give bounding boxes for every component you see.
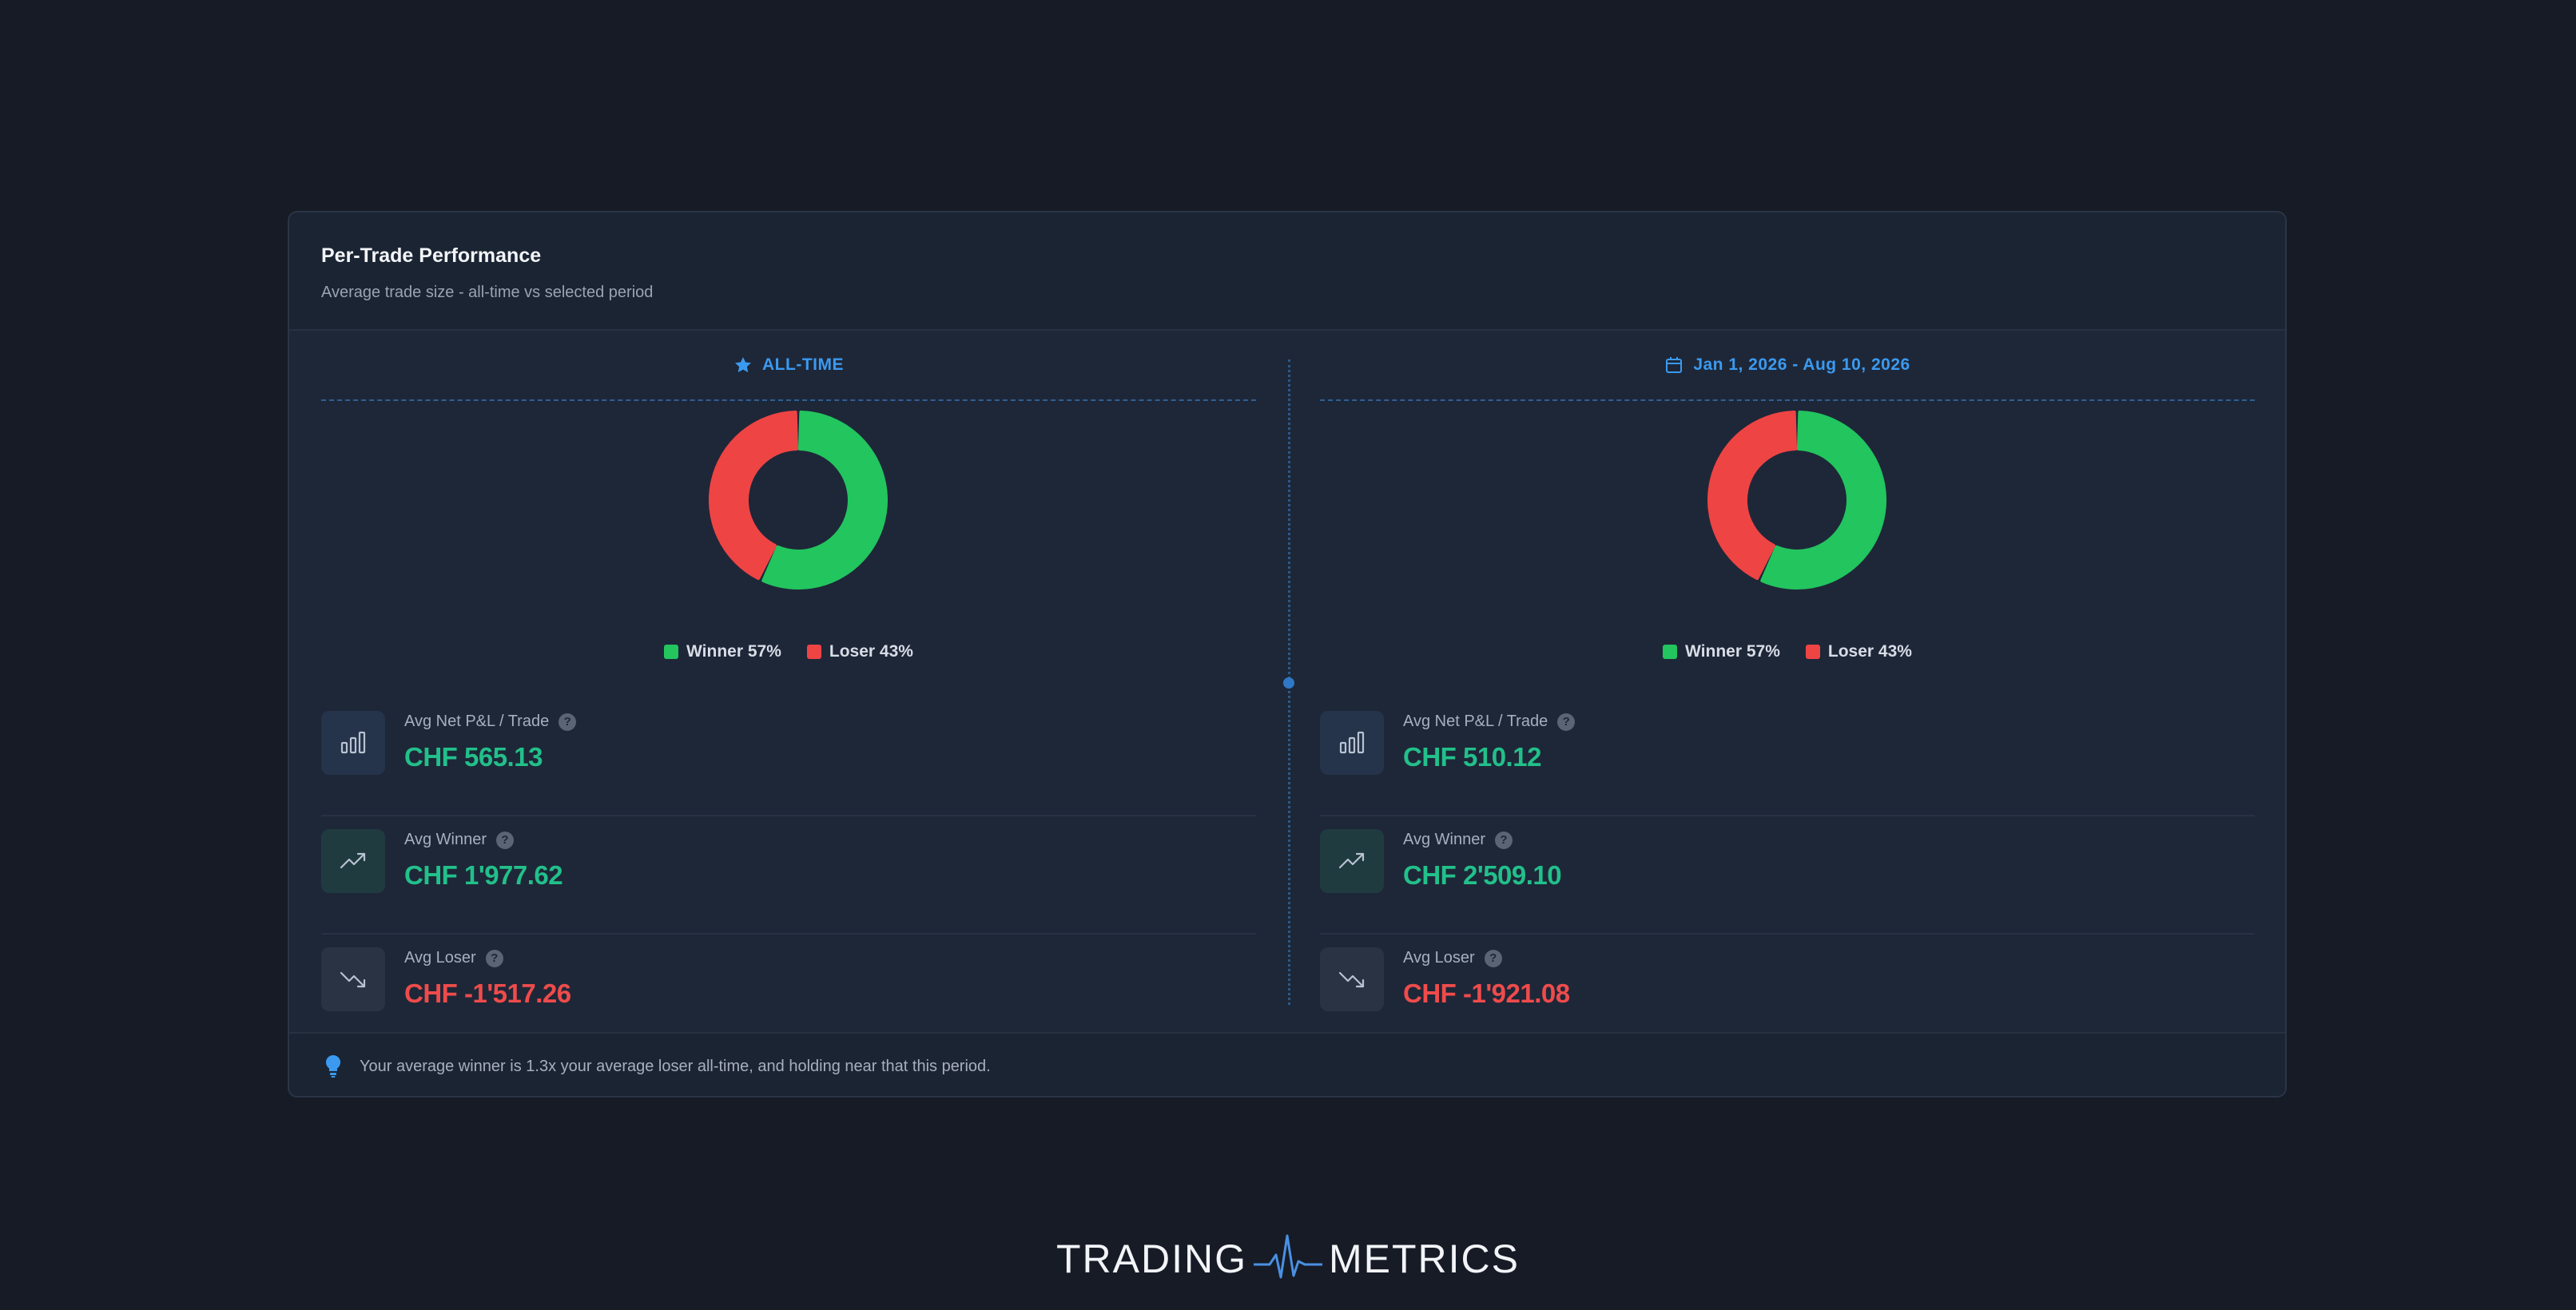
- metrics-list: Avg Net P&L / Trade? CHF 565.13 Avg Winn…: [321, 698, 1256, 1053]
- metric-avg-loser: Avg Loser? CHF -1'921.08: [1320, 935, 2255, 1053]
- trending-up-icon: [1320, 829, 1384, 893]
- metric-label: Avg Winner: [1403, 831, 1486, 848]
- panel-heading: Jan 1, 2026 - Aug 10, 2026: [1320, 331, 2255, 401]
- legend-loser-swatch: [1805, 645, 1820, 659]
- help-icon[interactable]: ?: [1484, 949, 1502, 967]
- metric-value: CHF -1'517.26: [404, 979, 571, 1008]
- donut-slice-winner: [761, 411, 888, 590]
- help-icon[interactable]: ?: [1495, 831, 1513, 849]
- help-icon[interactable]: ?: [485, 949, 503, 967]
- metric-value: CHF 2'509.10: [1403, 860, 1562, 890]
- trending-down-icon: [1320, 947, 1384, 1011]
- metrics-list: Avg Net P&L / Trade? CHF 510.12 Avg Winn…: [1320, 698, 2255, 1053]
- legend-loser-label: Loser 43%: [829, 642, 913, 661]
- lightbulb-icon: [325, 1055, 341, 1078]
- card-title: Per-Trade Performance: [321, 244, 542, 267]
- trending-up-icon: [321, 829, 385, 893]
- metric-label: Avg Winner: [404, 831, 487, 848]
- metric-avg-net-pnl: Avg Net P&L / Trade? CHF 565.13: [321, 698, 1256, 816]
- legend-winner-swatch: [664, 645, 679, 659]
- donut-legend: Winner 57% Loser 43%: [1320, 642, 2255, 661]
- metric-label: Avg Loser: [404, 949, 476, 967]
- legend-loser: Loser 43%: [1805, 642, 1912, 661]
- help-icon[interactable]: ?: [496, 831, 515, 849]
- insight-footer: Your average winner is 1.3x your average…: [289, 1032, 2285, 1096]
- legend-loser: Loser 43%: [806, 642, 913, 661]
- donut-slice-winner: [1760, 411, 1886, 590]
- legend-loser-swatch: [806, 645, 821, 659]
- star-icon: [735, 357, 751, 373]
- legend-winner: Winner 57%: [1663, 642, 1780, 661]
- donut-chart: [1707, 411, 1886, 590]
- metric-label: Avg Net P&L / Trade: [1403, 713, 1548, 730]
- metric-avg-loser: Avg Loser? CHF -1'517.26: [321, 935, 1256, 1053]
- calendar-icon: [1666, 357, 1683, 373]
- bar-chart-icon: [321, 711, 385, 775]
- metric-avg-net-pnl: Avg Net P&L / Trade? CHF 510.12: [1320, 698, 2255, 816]
- donut-slice-loser: [709, 411, 799, 581]
- metric-value: CHF 565.13: [404, 742, 543, 772]
- metric-label: Avg Net P&L / Trade: [404, 713, 550, 730]
- panel-selected-period: Jan 1, 2026 - Aug 10, 2026 Winner 57% Lo…: [1320, 331, 2255, 1032]
- winner-loser-donut: [1320, 404, 2255, 596]
- legend-winner: Winner 57%: [664, 642, 781, 661]
- help-icon[interactable]: ?: [1557, 713, 1576, 731]
- trading-metrics-logo: TRADING METRICS: [0, 1227, 2576, 1291]
- brand-left: TRADING: [1056, 1237, 1247, 1281]
- card-header: Per-Trade Performance Average trade size…: [289, 212, 2285, 331]
- card-subtitle: Average trade size - all-time vs selecte…: [321, 284, 654, 301]
- card-body: ALL-TIME Winner 57% Loser 43%: [289, 331, 2285, 1032]
- winner-loser-donut: [321, 404, 1256, 596]
- metric-value: CHF 510.12: [1403, 742, 1541, 772]
- help-icon[interactable]: ?: [559, 713, 577, 731]
- trending-down-icon: [321, 947, 385, 1011]
- legend-winner-swatch: [1663, 645, 1678, 659]
- donut-chart: [709, 411, 888, 590]
- metric-value: CHF -1'921.08: [1403, 979, 1570, 1008]
- legend-winner-label: Winner 57%: [686, 642, 781, 661]
- panel-heading: ALL-TIME: [321, 331, 1256, 401]
- per-trade-performance-card: Per-Trade Performance Average trade size…: [288, 211, 2287, 1098]
- metric-avg-winner: Avg Winner? CHF 2'509.10: [1320, 816, 2255, 935]
- panel-all-time: ALL-TIME Winner 57% Loser 43%: [321, 331, 1256, 1032]
- donut-legend: Winner 57% Loser 43%: [321, 642, 1256, 661]
- legend-loser-label: Loser 43%: [1827, 642, 1912, 661]
- panel-heading-label: Jan 1, 2026 - Aug 10, 2026: [1693, 355, 1910, 374]
- divider-dot: [1283, 677, 1294, 689]
- pulse-logo-icon: [1254, 1234, 1322, 1279]
- donut-slice-loser: [1707, 411, 1798, 581]
- metric-avg-winner: Avg Winner? CHF 1'977.62: [321, 816, 1256, 935]
- insight-text: Your average winner is 1.3x your average…: [360, 1057, 991, 1075]
- metric-value: CHF 1'977.62: [404, 860, 563, 890]
- metric-label: Avg Loser: [1403, 949, 1475, 967]
- bar-chart-icon: [1320, 711, 1384, 775]
- panel-heading-label: ALL-TIME: [762, 355, 844, 374]
- brand-right: METRICS: [1329, 1237, 1520, 1281]
- legend-winner-label: Winner 57%: [1685, 642, 1780, 661]
